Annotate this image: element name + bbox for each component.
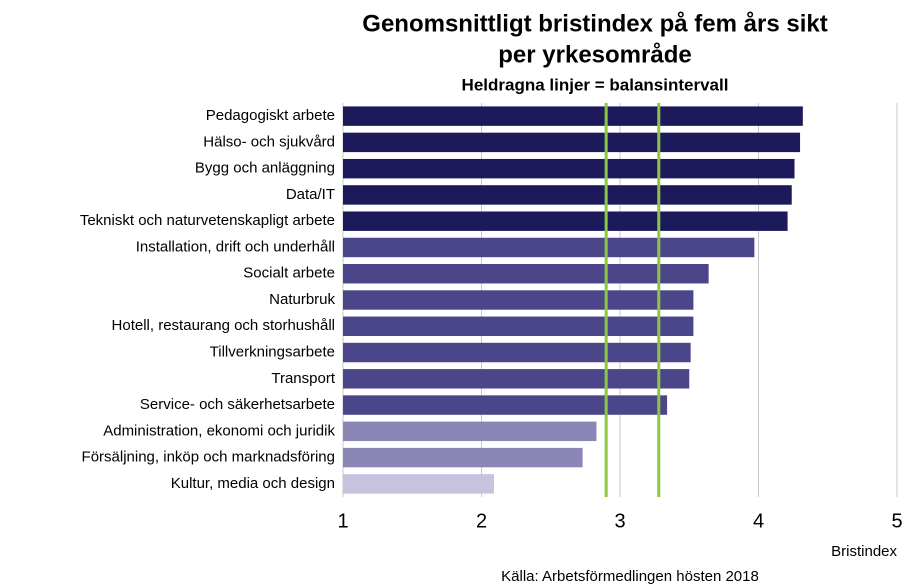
bar [343,447,583,468]
source: Källa: Arbetsförmedlingen hösten 2018 [501,568,759,585]
bar [343,421,597,442]
category-label: Service- och säkerhetsarbete [140,396,335,413]
bar [343,369,690,389]
chart-title: per yrkesområde [498,41,691,68]
category-label: Hotell, restaurang och storhushåll [112,317,335,334]
bar [343,342,691,363]
bar [343,106,803,126]
bar [343,474,494,494]
bar [343,316,694,336]
category-label: Tekniskt och naturvetenskapligt arbete [80,212,335,229]
x-tick-label: 1 [337,510,348,532]
category-label: Tillverkningsarbete [210,344,335,361]
x-axis-label: Bristindex [831,543,897,560]
category-label: Pedagogiskt arbete [206,107,335,124]
chart-title: Genomsnittligt bristindex på fem års sik… [362,10,827,37]
category-label: Data/IT [286,186,335,203]
x-tick-label: 3 [614,510,625,532]
bar [343,237,755,258]
bar [343,211,788,231]
bar [343,185,792,205]
x-tick-label: 2 [476,510,487,532]
chart-subtitle: Heldragna linjer = balansintervall [462,75,729,94]
category-label: Kultur, media och design [171,475,335,492]
bar [343,158,795,179]
category-label: Administration, ekonomi och juridik [103,422,335,439]
category-label: Socialt arbete [243,265,335,282]
x-tick-label: 4 [753,510,764,532]
category-label: Transport [271,370,335,387]
category-label: Hälso- och sjukvård [203,133,335,150]
bar [343,290,694,310]
x-tick-label: 5 [891,510,902,532]
category-label: Försäljning, inköp och marknadsföring [82,449,335,466]
bar [343,395,668,415]
category-label: Bygg och anläggning [195,160,335,177]
category-label: Installation, drift och underhåll [136,238,335,255]
category-label: Naturbruk [269,291,335,308]
bar [343,132,801,153]
bar [343,264,709,284]
